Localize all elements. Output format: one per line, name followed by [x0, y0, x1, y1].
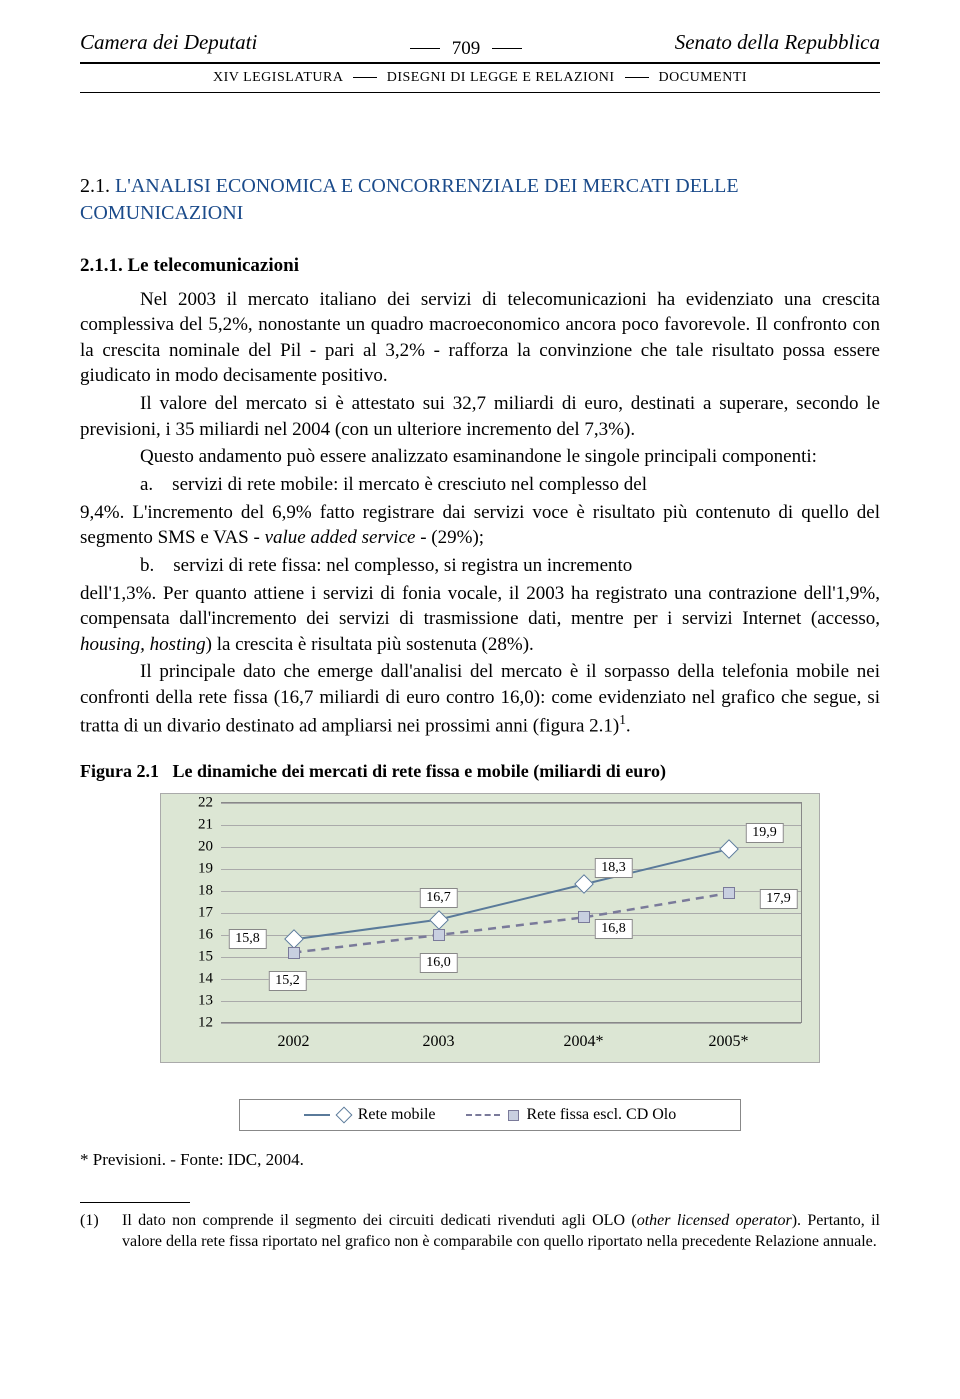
paragraph: b. servizi di rete fissa: nel complesso,…	[80, 553, 880, 579]
chart-legend: Rete mobile Rete fissa escl. CD Olo	[239, 1099, 741, 1131]
subsection-number: 2.1.1.	[80, 255, 123, 276]
figure-caption-text: Le dinamiche dei mercati di rete fissa e…	[173, 761, 666, 781]
chart-point-fissa	[578, 911, 590, 923]
y-tick: 13	[177, 993, 213, 1010]
header-left: Camera dei Deputati	[80, 30, 257, 55]
footnote-number: (1)	[80, 1211, 99, 1232]
y-tick: 22	[177, 795, 213, 812]
x-tick: 2005*	[709, 1033, 749, 1051]
figure-caption: Figura 2.1 Le dinamiche dei mercati di r…	[80, 759, 880, 783]
section-number: 2.1.	[80, 175, 110, 197]
y-tick: 19	[177, 861, 213, 878]
y-tick: 18	[177, 883, 213, 900]
chart-label: 15,2	[268, 971, 307, 991]
y-tick: 16	[177, 927, 213, 944]
chart-label: 16,8	[594, 919, 633, 939]
figure-label: Figura 2.1	[80, 761, 159, 781]
y-tick: 17	[177, 905, 213, 922]
legend-item-mobile: Rete mobile	[304, 1106, 436, 1124]
y-tick: 12	[177, 1015, 213, 1032]
subsection-title: Le telecomunicazioni	[128, 255, 300, 276]
paragraph: Questo andamento può essere analizzato e…	[80, 444, 880, 470]
chart-point-fissa	[433, 929, 445, 941]
footnote: (1) Il dato non comprende il segmento de…	[80, 1211, 880, 1253]
chart-point-fissa	[723, 887, 735, 899]
figure-source: * Previsioni. - Fonte: IDC, 2004.	[80, 1149, 880, 1172]
x-tick: 2004*	[564, 1033, 604, 1051]
page-number: 709	[452, 38, 481, 60]
paragraph: dell'1,3%. Per quanto attiene i servizi …	[80, 581, 880, 658]
y-tick: 21	[177, 817, 213, 834]
chart-label: 16,7	[419, 888, 458, 908]
subheader-right: DOCUMENTI	[659, 70, 748, 85]
page-header: Camera dei Deputati 709 Senato della Rep…	[80, 30, 880, 64]
subheader-left: XIV LEGISLATURA	[213, 70, 343, 85]
paragraph: Il valore del mercato si è attestato sui…	[80, 391, 880, 442]
paragraph: a. servizi di rete mobile: il mercato è …	[80, 472, 880, 498]
x-tick: 2002	[278, 1033, 310, 1051]
paragraph: Nel 2003 il mercato italiano dei servizi…	[80, 287, 880, 390]
subheader: XIV LEGISLATURA DISEGNI DI LEGGE E RELAZ…	[80, 70, 880, 93]
chart-label: 16,0	[419, 953, 458, 973]
header-center: 709	[410, 38, 523, 60]
paragraph: 9,4%. L'incremento del 6,9% fatto regist…	[80, 500, 880, 551]
line-chart: 12 13 14 15 16 17 18 19 20 21 22 2002 2003 2004* 2005*…	[160, 793, 820, 1131]
chart-label: 18,3	[594, 858, 633, 878]
subheader-mid: DISEGNI DI LEGGE E RELAZIONI	[387, 70, 615, 85]
section-title-text: L'ANALISI ECONOMICA E CONCORRENZIALE DEI…	[80, 175, 739, 224]
y-tick: 14	[177, 971, 213, 988]
legend-item-fissa: Rete fissa escl. CD Olo	[466, 1106, 677, 1124]
chart-point-fissa	[288, 947, 300, 959]
chart-label: 19,9	[745, 823, 784, 843]
chart-label: 15,8	[228, 929, 267, 949]
section-title: 2.1. L'ANALISI ECONOMICA E CONCORRENZIAL…	[80, 173, 880, 227]
subsection-heading: 2.1.1. Le telecomunicazioni	[80, 255, 880, 277]
y-tick: 20	[177, 839, 213, 856]
x-tick: 2003	[423, 1033, 455, 1051]
chart-label: 17,9	[759, 889, 798, 909]
paragraph: Il principale dato che emerge dall'anali…	[80, 659, 880, 738]
footnote-rule	[80, 1202, 190, 1203]
y-tick: 15	[177, 949, 213, 966]
header-right: Senato della Repubblica	[675, 30, 880, 55]
